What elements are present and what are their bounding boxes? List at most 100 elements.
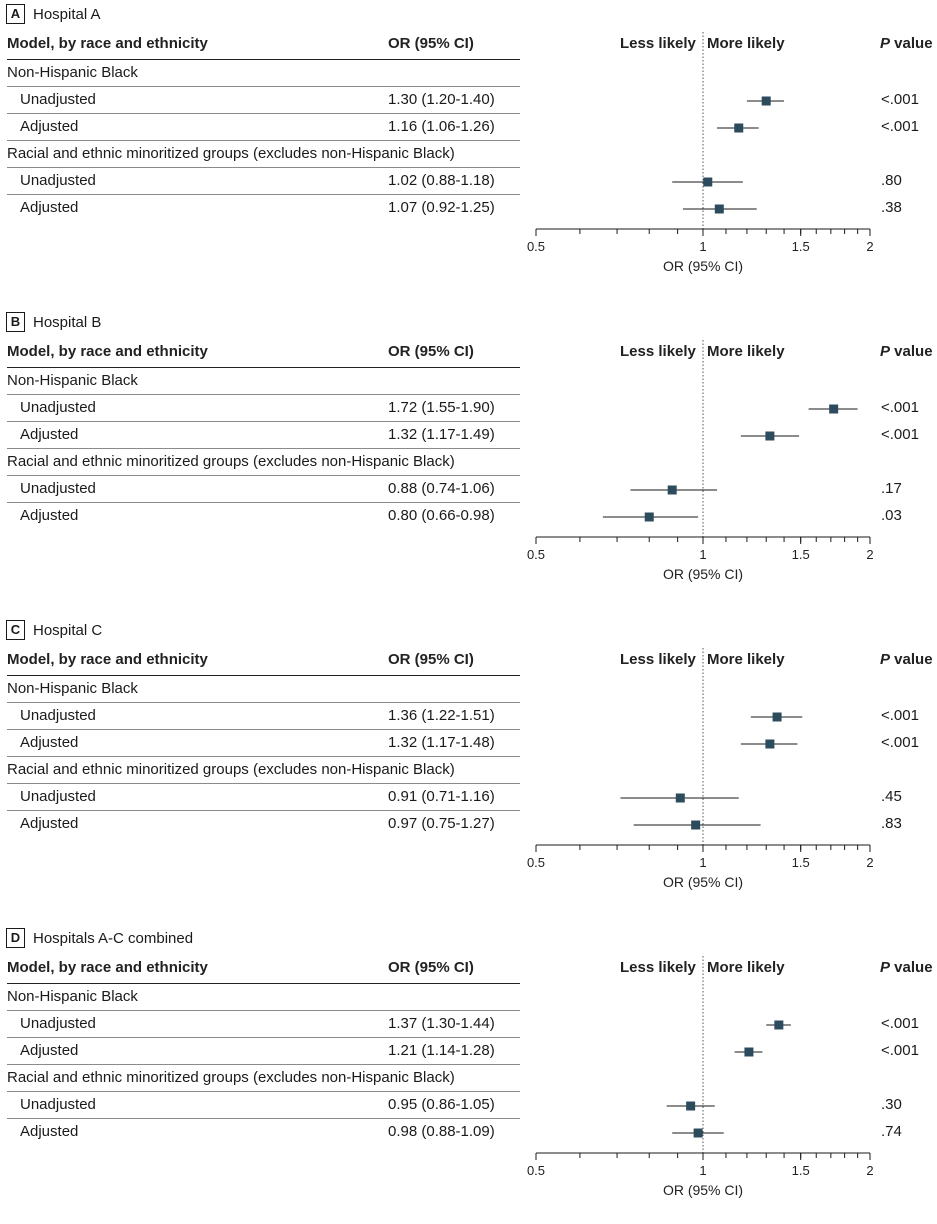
row-label-adjusted: Adjusted xyxy=(20,118,79,135)
or-value: 0.80 (0.66-0.98) xyxy=(388,507,495,524)
or-value: 0.88 (0.74-1.06) xyxy=(388,480,495,497)
group-label-minoritized: Racial and ethnic minoritized groups (ex… xyxy=(7,145,455,162)
row-label-unadjusted: Unadjusted xyxy=(20,172,96,189)
panel-c: C Hospital C Model, by race and ethnicit… xyxy=(0,616,937,916)
row-label-unadjusted: Unadjusted xyxy=(20,399,96,416)
row-divider xyxy=(7,502,520,503)
x-tick-label: 1.5 xyxy=(792,1163,810,1178)
row-label-adjusted: Adjusted xyxy=(20,507,79,524)
row-divider xyxy=(7,167,520,168)
group-label-minoritized: Racial and ethnic minoritized groups (ex… xyxy=(7,1069,455,1086)
header-p-value: P value xyxy=(880,651,933,668)
panel-title: B Hospital B xyxy=(6,312,101,332)
row-divider xyxy=(7,394,520,395)
x-tick-label: 2 xyxy=(866,855,873,870)
point-estimate-marker xyxy=(774,1020,784,1030)
or-value: 1.36 (1.22-1.51) xyxy=(388,707,495,724)
x-tick-label: 1.5 xyxy=(792,547,810,562)
p-value: <.001 xyxy=(881,1015,919,1032)
header-model: Model, by race and ethnicity xyxy=(7,35,208,52)
panel-name: Hospital A xyxy=(33,5,101,23)
header-rule xyxy=(7,59,520,60)
row-divider xyxy=(7,448,520,449)
panel-a: A Hospital A Model, by race and ethnicit… xyxy=(0,0,937,300)
x-tick-label: 1.5 xyxy=(792,855,810,870)
p-value: .38 xyxy=(881,199,902,216)
header-model: Model, by race and ethnicity xyxy=(7,959,208,976)
x-tick-label: 1 xyxy=(699,855,706,870)
p-value: <.001 xyxy=(881,1042,919,1059)
header-model: Model, by race and ethnicity xyxy=(7,343,208,360)
forest-plot: 0.5 1 1.5 2 OR (95% CI) xyxy=(527,648,874,890)
point-estimate-marker xyxy=(744,1047,754,1057)
group-label-black: Non-Hispanic Black xyxy=(7,680,138,697)
header-or: OR (95% CI) xyxy=(388,343,474,360)
header-less-likely: Less likely xyxy=(620,959,696,976)
header-p-italic: P xyxy=(880,35,891,52)
or-value: 1.02 (0.88-1.18) xyxy=(388,172,495,189)
x-tick-label: 2 xyxy=(866,239,873,254)
header-or: OR (95% CI) xyxy=(388,35,474,52)
header-or: OR (95% CI) xyxy=(388,959,474,976)
panel-label: D xyxy=(6,928,25,948)
row-divider xyxy=(7,194,520,195)
p-value: .83 xyxy=(881,815,902,832)
header-p-italic: P xyxy=(880,343,891,360)
x-tick-label: 1 xyxy=(699,547,706,562)
panel-label: B xyxy=(6,312,25,332)
forest-plot: 0.5 1 1.5 2 OR (95% CI) xyxy=(527,32,874,274)
panel-b: B Hospital B Model, by race and ethnicit… xyxy=(0,308,937,608)
x-tick-label: 0.5 xyxy=(527,239,545,254)
point-estimate-marker xyxy=(691,820,701,830)
p-value: .45 xyxy=(881,788,902,805)
header-p-italic: P xyxy=(880,959,891,976)
or-value: 0.91 (0.71-1.16) xyxy=(388,788,495,805)
panel-name: Hospitals A-C combined xyxy=(33,929,194,947)
row-label-unadjusted: Unadjusted xyxy=(20,91,96,108)
point-estimate-marker xyxy=(686,1101,696,1111)
header-more-likely: More likely xyxy=(707,959,785,976)
header-rule xyxy=(7,367,520,368)
x-tick-label: 0.5 xyxy=(527,855,545,870)
forest-plot: 0.5 1 1.5 2 OR (95% CI) xyxy=(527,956,874,1198)
or-value: 1.16 (1.06-1.26) xyxy=(388,118,495,135)
header-or: OR (95% CI) xyxy=(388,651,474,668)
row-divider xyxy=(7,421,520,422)
group-label-minoritized: Racial and ethnic minoritized groups (ex… xyxy=(7,761,455,778)
row-label-adjusted: Adjusted xyxy=(20,1123,79,1140)
p-value: .17 xyxy=(881,480,902,497)
row-label-adjusted: Adjusted xyxy=(20,426,79,443)
header-more-likely: More likely xyxy=(707,651,785,668)
group-label-black: Non-Hispanic Black xyxy=(7,372,138,389)
p-value: .80 xyxy=(881,172,902,189)
group-label-black: Non-Hispanic Black xyxy=(7,64,138,81)
header-p-italic: P xyxy=(880,651,891,668)
or-value: 1.30 (1.20-1.40) xyxy=(388,91,495,108)
row-divider xyxy=(7,702,520,703)
point-estimate-marker xyxy=(667,485,677,495)
header-model: Model, by race and ethnicity xyxy=(7,651,208,668)
header-p-value: P value xyxy=(880,343,933,360)
point-estimate-marker xyxy=(714,204,724,214)
row-divider xyxy=(7,1091,520,1092)
row-divider xyxy=(7,1064,520,1065)
header-p-value: P value xyxy=(880,959,933,976)
header-p-rest: value xyxy=(890,651,933,668)
forest-plot: 0.5 1 1.5 2 OR (95% CI) xyxy=(527,340,874,582)
row-label-unadjusted: Unadjusted xyxy=(20,707,96,724)
x-tick-label: 1 xyxy=(699,239,706,254)
or-value: 0.95 (0.86-1.05) xyxy=(388,1096,495,1113)
point-estimate-marker xyxy=(765,739,775,749)
p-value: <.001 xyxy=(881,118,919,135)
header-more-likely: More likely xyxy=(707,35,785,52)
p-value: <.001 xyxy=(881,399,919,416)
header-less-likely: Less likely xyxy=(620,343,696,360)
or-value: 1.32 (1.17-1.48) xyxy=(388,734,495,751)
header-less-likely: Less likely xyxy=(620,651,696,668)
row-label-adjusted: Adjusted xyxy=(20,815,79,832)
point-estimate-marker xyxy=(703,177,713,187)
panel-label: A xyxy=(6,4,25,24)
x-axis-title: OR (95% CI) xyxy=(663,258,743,274)
row-divider xyxy=(7,475,520,476)
row-divider xyxy=(7,1037,520,1038)
